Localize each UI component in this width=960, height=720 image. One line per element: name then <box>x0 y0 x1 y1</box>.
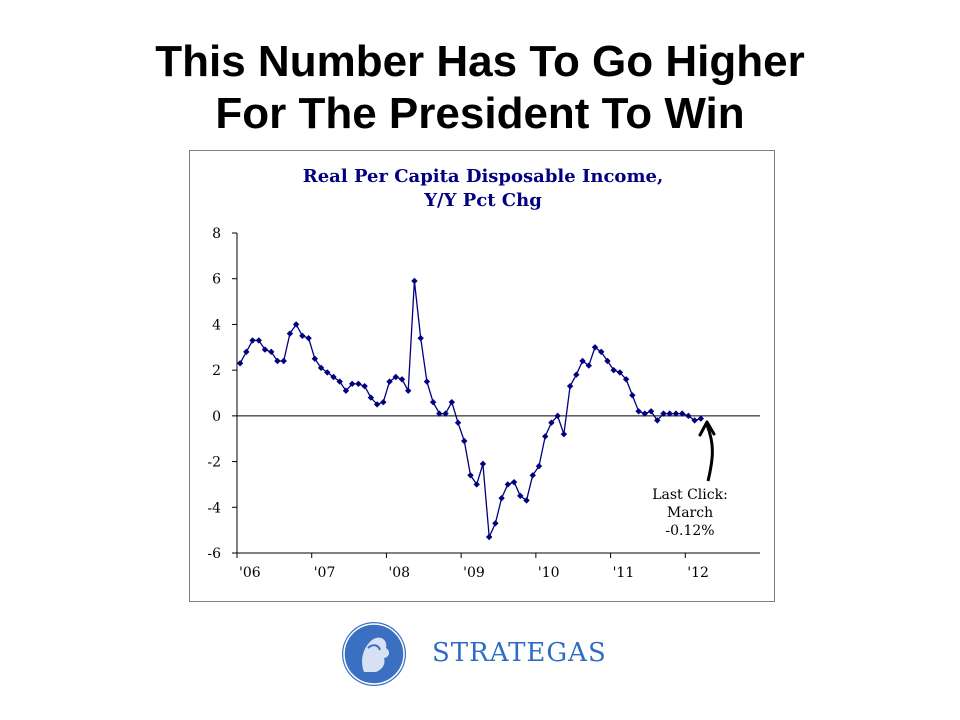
x-tick-label: '12 <box>687 565 709 581</box>
data-point <box>355 380 362 388</box>
data-point <box>423 378 431 385</box>
data-point <box>324 369 331 376</box>
annotation-line2: March <box>666 505 714 521</box>
annotation-arrowhead <box>698 420 716 437</box>
data-point <box>560 430 568 438</box>
data-point <box>299 332 306 340</box>
data-point <box>685 412 692 420</box>
chart-axes: 8 6 4 2 0 -2 -4 -6 '06 '07 '08 '09 '10 '11 '12 <box>207 226 760 581</box>
data-point <box>485 533 493 541</box>
data-point <box>678 410 686 417</box>
data-point <box>373 401 381 408</box>
annotation-line1: Last Click: <box>652 487 728 503</box>
last-click-annotation: Last Click: March -0.12% <box>630 486 750 540</box>
data-point <box>492 520 499 527</box>
data-point <box>336 378 343 385</box>
data-point <box>398 376 406 383</box>
annotation-arrow <box>705 424 714 482</box>
data-point <box>249 337 256 344</box>
slide-title-line2: For The President To Win <box>215 89 745 138</box>
chart-title-line2: Y/Y Pct Chg <box>424 190 542 211</box>
data-point <box>479 460 487 468</box>
data-point <box>691 417 698 424</box>
data-point <box>348 380 356 388</box>
slide-title-line1: This Number Has To Go Higher <box>155 37 805 86</box>
data-point <box>386 378 393 385</box>
x-tick-label: '08 <box>388 565 410 581</box>
data-point <box>454 419 462 426</box>
data-point <box>342 387 350 394</box>
data-point <box>292 321 300 328</box>
data-point <box>579 357 586 365</box>
data-point <box>411 277 418 285</box>
y-tick-label: -6 <box>207 546 221 562</box>
x-tick-label: '10 <box>538 565 560 581</box>
data-point <box>311 355 319 362</box>
y-tick-label: 0 <box>212 409 221 425</box>
data-point <box>573 371 580 378</box>
data-point <box>566 382 574 390</box>
data-point <box>361 382 368 390</box>
y-tick-label: -2 <box>207 455 221 471</box>
data-point <box>635 408 642 415</box>
strategas-logo: STRATEGAS <box>340 620 606 690</box>
data-point <box>529 472 536 479</box>
y-tick-label: 2 <box>212 363 221 379</box>
data-point <box>467 472 474 479</box>
line-chart: 8 6 4 2 0 -2 -4 -6 '06 '07 '08 '09 '10 '11 '12 <box>207 226 760 581</box>
data-point <box>548 419 555 426</box>
data-point <box>305 334 312 342</box>
data-point <box>405 387 412 394</box>
data-point <box>417 334 424 342</box>
data-point <box>436 410 443 417</box>
data-point <box>286 330 294 337</box>
data-point <box>535 462 543 470</box>
data-point <box>317 364 325 372</box>
data-point <box>448 398 456 406</box>
data-point <box>367 394 375 401</box>
data-point <box>585 362 592 369</box>
data-point <box>236 360 244 367</box>
slide-title: This Number Has To Go Higher For The Pre… <box>0 36 960 140</box>
data-point <box>255 337 262 344</box>
x-tick-label: '06 <box>239 565 261 581</box>
data-point <box>243 348 250 356</box>
annotation-line3: -0.12% <box>665 523 715 539</box>
data-point <box>629 392 636 399</box>
data-point <box>697 415 705 422</box>
data-point <box>672 410 680 417</box>
chart-panel: Real Per Capita Disposable Income, Y/Y P… <box>189 150 775 602</box>
y-tick-label: 4 <box>212 317 221 333</box>
data-point <box>280 357 287 365</box>
data-point <box>268 348 275 356</box>
data-point <box>380 398 387 406</box>
chart-title-line1: Real Per Capita Disposable Income, <box>302 166 664 187</box>
data-point <box>274 357 281 365</box>
data-point <box>261 346 269 353</box>
data-point <box>461 437 468 445</box>
data-point <box>541 433 549 440</box>
y-tick-label: -4 <box>207 500 221 516</box>
data-point <box>442 410 449 417</box>
y-tick-label: 6 <box>212 272 221 288</box>
x-tick-label: '07 <box>314 565 336 581</box>
data-point <box>554 412 561 420</box>
logo-name: STRATEGAS <box>432 638 607 668</box>
strategas-seal-icon <box>342 622 406 686</box>
x-tick-label: '11 <box>613 565 635 581</box>
data-point <box>666 410 673 417</box>
data-point <box>473 481 480 488</box>
x-tick-label: '09 <box>463 565 485 581</box>
y-tick-label: 8 <box>212 226 221 242</box>
data-point <box>510 478 518 486</box>
data-point <box>429 398 437 406</box>
data-point <box>660 410 667 417</box>
data-point <box>498 494 505 502</box>
data-point <box>504 481 512 488</box>
